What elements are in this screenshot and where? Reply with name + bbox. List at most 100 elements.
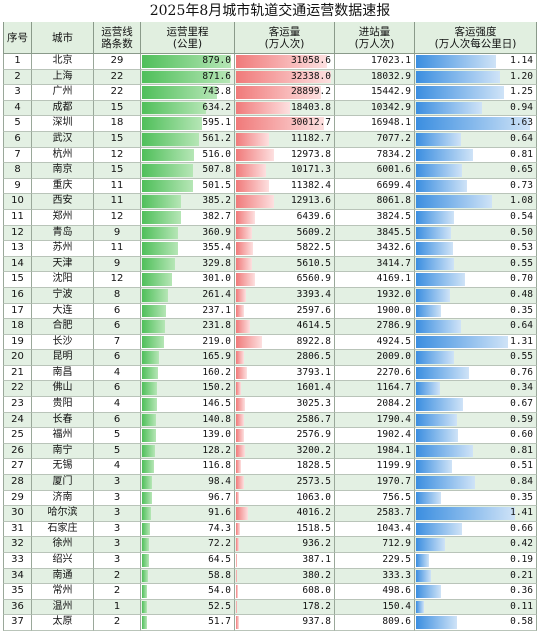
mileage-value: 219.0 (202, 335, 231, 347)
mileage-value: 72.2 (208, 538, 231, 550)
row-index: 16 (3, 287, 32, 304)
intensity-value: 0.65 (510, 164, 533, 176)
entries-value: 3845.5 (376, 226, 411, 238)
mileage-value: 91.6 (208, 507, 231, 519)
ridership-cell: 2573.5 (235, 475, 335, 491)
intensity-value: 0.51 (510, 460, 533, 472)
ridership-bar (236, 569, 238, 583)
ridership-bar (236, 86, 321, 99)
row-city: 成都 (32, 100, 94, 117)
entries-value: 16948.1 (370, 117, 411, 129)
row-index: 34 (3, 568, 32, 585)
row-lines: 2 (94, 584, 141, 600)
mileage-value: 301.0 (202, 273, 231, 285)
row-entries: 1932.0 (335, 287, 415, 304)
intensity-cell: 0.81 (415, 147, 537, 164)
row-entries: 8061.8 (335, 194, 415, 210)
row-entries: 498.6 (335, 584, 415, 600)
mileage-cell: 871.6 (141, 69, 235, 86)
mileage-bar (142, 351, 159, 364)
intensity-cell: 0.65 (415, 163, 537, 179)
intensity-bar (416, 600, 424, 614)
row-index: 36 (3, 599, 32, 616)
intensity-bar (416, 616, 457, 629)
mileage-bar (142, 304, 166, 318)
intensity-value: 0.60 (510, 429, 533, 441)
row-index: 30 (3, 506, 32, 522)
ridership-value: 936.2 (302, 538, 331, 550)
ridership-value: 1828.5 (296, 460, 331, 472)
intensity-value: 1.31 (510, 335, 533, 347)
ridership-cell: 387.1 (235, 553, 335, 569)
row-entries: 2084.2 (335, 397, 415, 413)
mileage-cell: 74.3 (141, 521, 235, 538)
ridership-value: 30012.7 (290, 117, 331, 129)
mileage-value: 139.0 (202, 429, 231, 441)
mileage-bar (142, 226, 179, 240)
row-lines: 4 (94, 365, 141, 382)
table-row: 28 厦门 3 98.4 2573.5 1970.7 0.84 (3, 475, 537, 491)
mileage-bar (142, 585, 148, 598)
entries-value: 1902.4 (376, 429, 411, 441)
table-row: 26 南宁 5 128.2 3200.2 1984.1 0.81 (3, 443, 537, 460)
ridership-value: 2806.5 (296, 351, 331, 363)
mileage-value: 261.4 (202, 288, 231, 300)
mileage-cell: 51.7 (141, 615, 235, 631)
intensity-bar (416, 554, 430, 567)
row-entries: 2009.0 (335, 350, 415, 366)
row-entries: 1043.4 (335, 521, 415, 538)
ridership-value: 2597.6 (296, 304, 331, 316)
row-entries: 1900.0 (335, 303, 415, 320)
header-mileage: 运营里程 (公里) (141, 22, 235, 54)
ridership-cell: 5610.5 (235, 256, 335, 273)
ridership-value: 5609.2 (296, 226, 331, 238)
ridership-cell: 3393.4 (235, 287, 335, 304)
mileage-cell: 146.5 (141, 397, 235, 413)
intensity-cell: 0.76 (415, 365, 537, 382)
mileage-cell: 72.2 (141, 537, 235, 553)
intensity-value: 1.25 (510, 86, 533, 98)
ridership-value: 12913.6 (290, 195, 331, 207)
ridership-bar (236, 538, 239, 551)
row-city: 常州 (32, 584, 94, 600)
row-lines: 3 (94, 475, 141, 491)
mileage-value: 743.8 (202, 86, 231, 98)
ridership-cell: 32338.0 (235, 69, 335, 86)
table-row: 29 济南 3 96.7 1063.0 756.5 0.35 (3, 490, 537, 507)
ridership-cell: 1828.5 (235, 459, 335, 476)
mileage-cell: 501.5 (141, 178, 235, 195)
row-lines: 2 (94, 615, 141, 631)
ridership-bar (236, 429, 244, 442)
intensity-value: 0.59 (510, 413, 533, 425)
mileage-cell: 128.2 (141, 443, 235, 460)
table-row: 4 成都 15 634.2 18403.8 10342.9 0.94 (3, 100, 537, 117)
ridership-bar (236, 616, 239, 629)
row-lines: 12 (94, 272, 141, 288)
mileage-cell: 96.7 (141, 490, 235, 507)
entries-value: 1984.1 (376, 444, 411, 456)
mileage-value: 561.2 (202, 132, 231, 144)
row-entries: 1902.4 (335, 428, 415, 444)
intensity-value: 0.94 (510, 101, 533, 113)
row-entries: 6001.6 (335, 163, 415, 179)
row-entries: 3824.5 (335, 209, 415, 226)
mileage-value: 237.1 (202, 304, 231, 316)
mileage-bar (142, 101, 207, 115)
intensity-value: 0.70 (510, 273, 533, 285)
ridership-cell: 2597.6 (235, 303, 335, 320)
entries-value: 17023.1 (370, 55, 411, 66)
row-entries: 3845.5 (335, 225, 415, 242)
ridership-value: 3793.1 (296, 366, 331, 378)
intensity-cell: 0.73 (415, 178, 537, 195)
header-ridership: 客运量 (万人次) (235, 22, 335, 54)
ridership-value: 1518.5 (296, 522, 331, 534)
mileage-cell: 165.9 (141, 350, 235, 366)
ridership-cell: 2576.9 (235, 428, 335, 444)
mileage-cell: 237.1 (141, 303, 235, 320)
row-index: 18 (3, 319, 32, 335)
mileage-bar (142, 382, 158, 396)
ridership-cell: 5609.2 (235, 225, 335, 242)
ridership-value: 8922.8 (296, 335, 331, 347)
mileage-cell: 91.6 (141, 506, 235, 522)
row-index: 7 (3, 147, 32, 164)
